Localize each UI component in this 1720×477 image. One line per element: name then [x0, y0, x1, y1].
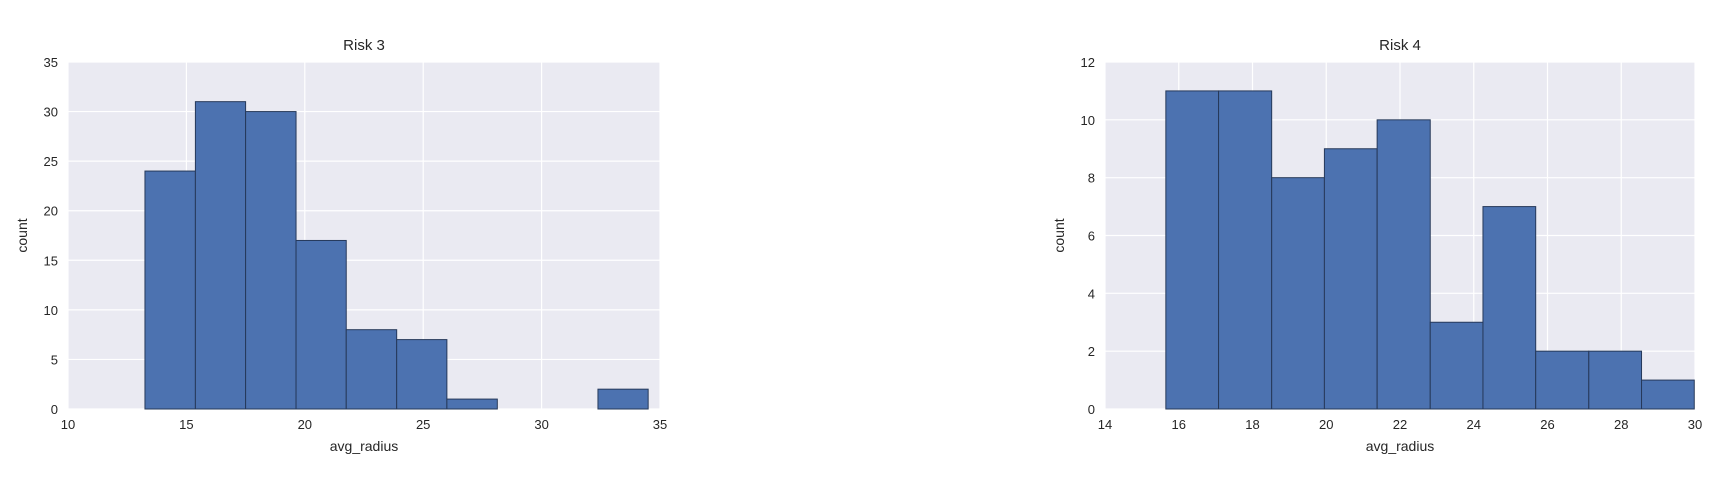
x-tick-label: 25	[416, 417, 430, 432]
y-tick-label: 10	[44, 303, 58, 318]
x-tick-label: 22	[1393, 417, 1407, 432]
x-tick-label: 20	[298, 417, 312, 432]
x-tick-labels: 10 15 20 25 30 35	[61, 417, 667, 432]
y-tick-label: 2	[1088, 344, 1095, 359]
histogram-bar	[295, 239, 347, 410]
histogram-bar	[446, 398, 498, 410]
y-tick-label: 0	[1088, 402, 1095, 417]
histogram-bar	[1482, 206, 1537, 410]
histogram-bar	[144, 170, 196, 410]
histogram-bar	[1535, 350, 1590, 410]
histogram-bar	[1323, 148, 1378, 410]
y-tick-label: 15	[44, 253, 58, 268]
histogram-bar	[1641, 379, 1695, 410]
x-tick-label: 15	[179, 417, 193, 432]
histogram-bar	[1588, 350, 1643, 410]
x-tick-labels: 14 16 18 20 22 24 26 28 30	[1098, 417, 1702, 432]
y-tick-label: 20	[44, 204, 58, 219]
y-tick-label: 5	[51, 352, 58, 367]
x-tick-label: 30	[1688, 417, 1702, 432]
histogram-bar	[597, 388, 649, 410]
x-tick-label: 24	[1467, 417, 1481, 432]
histogram-bar	[345, 329, 398, 410]
x-tick-label: 26	[1540, 417, 1554, 432]
histogram-bar	[1218, 90, 1273, 410]
x-tick-label: 35	[653, 417, 667, 432]
y-tick-label: 25	[44, 154, 58, 169]
chart-title: Risk 4	[1379, 37, 1421, 54]
histogram-bar	[245, 111, 297, 410]
y-tick-labels: 0 5 10 15 20 25 30 35	[44, 55, 58, 417]
histogram-bar	[1271, 177, 1325, 410]
chart-title: Risk 3	[343, 37, 385, 54]
x-tick-label: 10	[61, 417, 75, 432]
y-axis-label: count	[1051, 218, 1067, 252]
x-tick-label: 16	[1172, 417, 1186, 432]
y-tick-label: 35	[44, 55, 58, 70]
x-tick-label: 14	[1098, 417, 1112, 432]
y-tick-label: 10	[1081, 113, 1095, 128]
y-tick-label: 0	[51, 402, 58, 417]
x-tick-label: 28	[1614, 417, 1628, 432]
y-tick-label: 8	[1088, 171, 1095, 186]
histogram-risk-3: 10 15 20 25 30 35 0 5 10 15 20 25 30 35 Risk 3 avg_r…	[14, 37, 667, 454]
x-tick-label: 18	[1245, 417, 1259, 432]
y-tick-labels: 0 2 4 6 8 10 12	[1081, 55, 1095, 417]
y-tick-label: 4	[1088, 286, 1095, 301]
histogram-bar	[1376, 119, 1431, 410]
y-tick-label: 6	[1088, 229, 1095, 244]
x-axis-label: avg_radius	[330, 438, 399, 454]
histogram-bar	[194, 101, 247, 410]
y-tick-label: 12	[1081, 55, 1095, 70]
x-axis-label: avg_radius	[1366, 438, 1435, 454]
histogram-bars	[144, 101, 649, 410]
y-tick-label: 30	[44, 105, 58, 120]
histogram-bar	[1165, 90, 1220, 410]
histogram-bar	[1429, 321, 1484, 410]
histogram-bars	[1165, 90, 1695, 410]
x-tick-label: 30	[534, 417, 548, 432]
x-tick-label: 20	[1319, 417, 1333, 432]
y-axis-label: count	[14, 218, 30, 252]
histogram-bar	[396, 339, 448, 410]
